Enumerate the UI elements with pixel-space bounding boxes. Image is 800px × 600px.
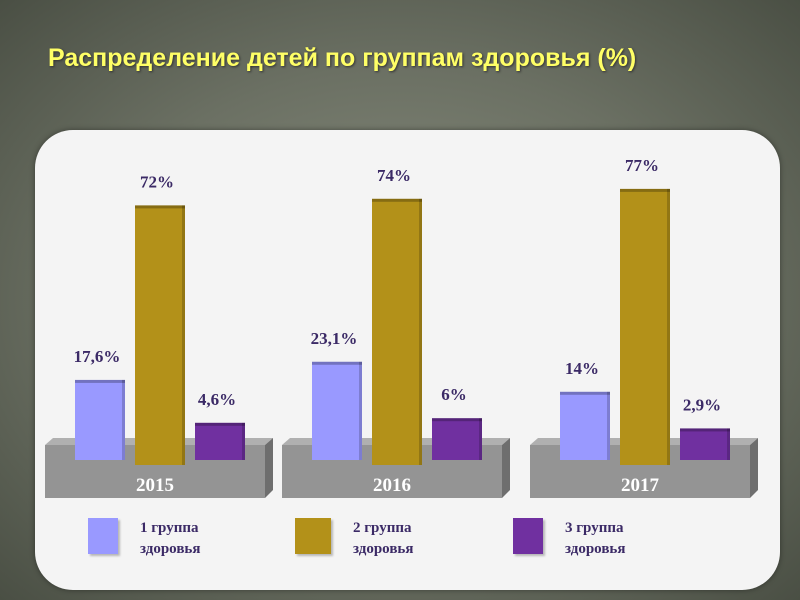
bar-shade <box>607 391 610 460</box>
bar-top <box>195 422 245 426</box>
bar-shade <box>242 422 245 460</box>
bar-top <box>75 379 125 383</box>
legend-label: 2 группа <box>353 520 412 536</box>
legend-item-1: 1 группа здоровья <box>88 518 200 560</box>
data-label: 6% <box>441 385 467 404</box>
platform-side <box>502 438 510 498</box>
bar-2017-group1 <box>560 391 610 460</box>
legend-swatch <box>295 518 331 554</box>
bar-top <box>135 205 185 209</box>
legend-label: 1 группа <box>140 520 199 536</box>
data-label: 23,1% <box>311 329 358 348</box>
bar-shade <box>479 418 482 460</box>
bar-shade <box>359 361 362 460</box>
bar-top <box>560 391 610 395</box>
bar-top <box>372 198 422 202</box>
legend-label: 3 группа <box>565 520 624 536</box>
bar-top <box>680 428 730 432</box>
bar-2015-group3 <box>195 422 245 460</box>
bar-2017-group2 <box>620 188 670 465</box>
bar-2016-group3 <box>432 418 482 460</box>
bar-top <box>620 188 670 192</box>
data-label: 72% <box>140 172 174 191</box>
legend-swatch <box>88 518 118 554</box>
year-label-2015: 2015 <box>136 475 174 496</box>
chart-title: Распределение детей по группам здоровья … <box>48 44 637 72</box>
bar-shade <box>667 188 670 465</box>
legend-swatch <box>513 518 543 554</box>
legend-item-2: 2 группа здоровья <box>295 518 413 560</box>
legend-label: здоровья <box>353 541 414 557</box>
bar-shade <box>727 428 730 460</box>
bar-top <box>432 418 482 422</box>
data-label: 77% <box>625 156 659 175</box>
year-label-2017: 2017 <box>621 475 660 496</box>
platform-side <box>265 438 273 498</box>
bar-shade <box>122 379 125 460</box>
legend-item-3: 3 группа здоровья <box>513 518 625 560</box>
data-label: 2,9% <box>683 395 721 414</box>
bar-2015-group2 <box>135 205 185 465</box>
bar-shade <box>419 198 422 466</box>
bar-top <box>312 361 362 365</box>
bar-shade <box>182 205 185 465</box>
bar-2017-group3 <box>680 428 730 460</box>
data-label: 17,6% <box>74 347 121 366</box>
bar-2016-group2 <box>372 198 422 466</box>
data-label: 14% <box>565 359 599 378</box>
data-label: 74% <box>377 166 411 185</box>
platform-side <box>750 438 758 498</box>
data-label: 4,6% <box>198 390 236 409</box>
bar-2015-group1 <box>75 379 125 460</box>
legend-label: здоровья <box>140 541 201 557</box>
year-label-2016: 2016 <box>373 475 411 496</box>
bar-2016-group1 <box>312 361 362 460</box>
legend-label: здоровья <box>565 541 626 557</box>
